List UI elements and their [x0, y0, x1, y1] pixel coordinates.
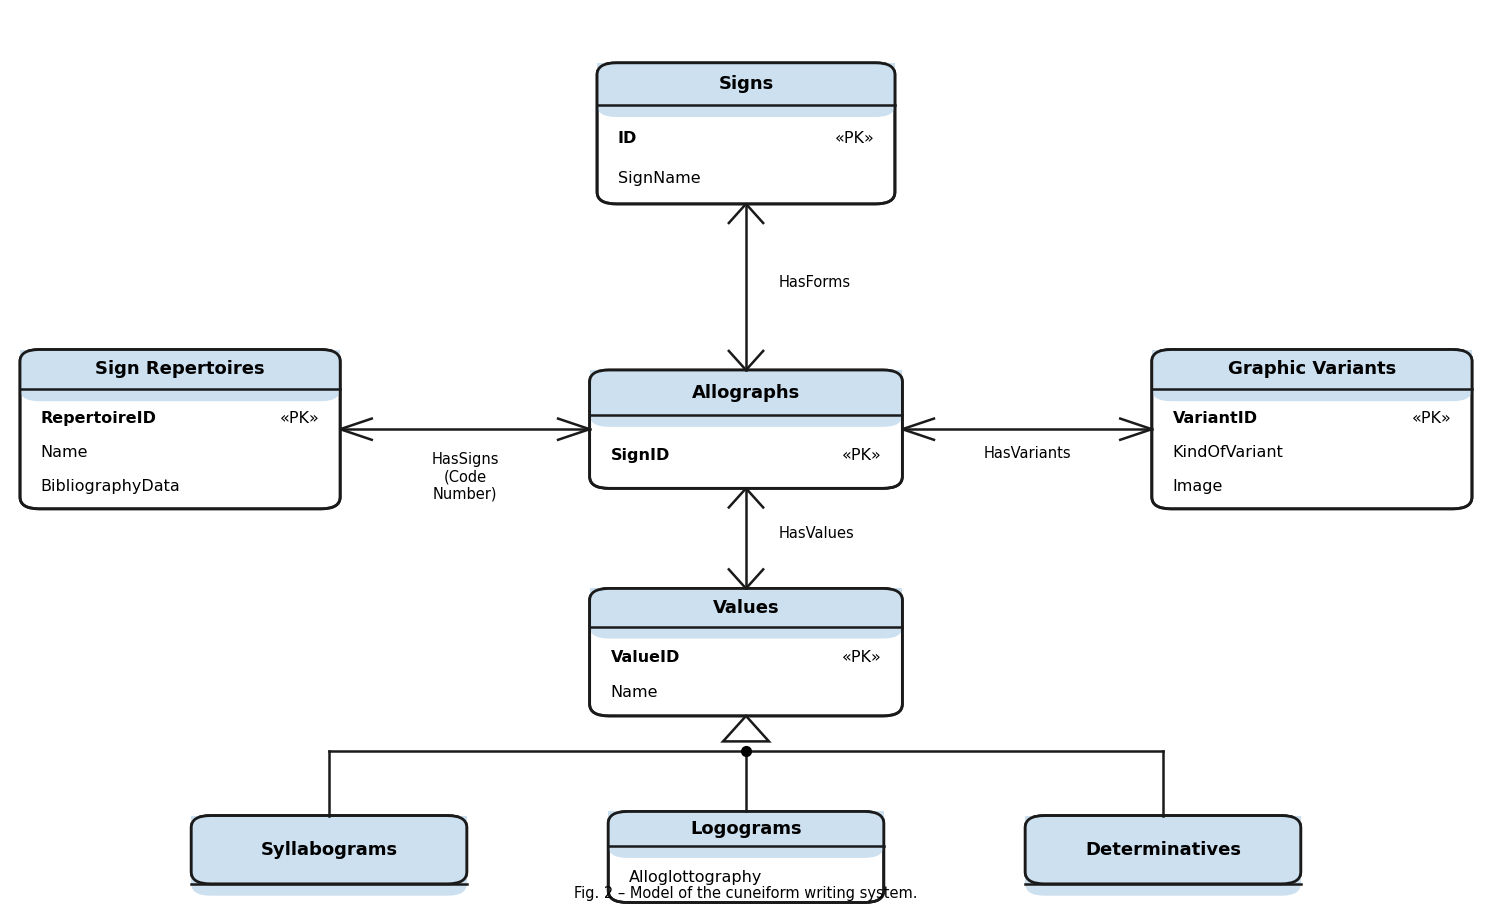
Bar — [191, 815, 467, 884]
Text: Sign Repertoires: Sign Repertoires — [95, 361, 266, 379]
Text: Name: Name — [40, 446, 88, 460]
Bar — [589, 589, 903, 626]
FancyBboxPatch shape — [609, 812, 883, 903]
FancyBboxPatch shape — [1025, 815, 1301, 884]
Text: HasVariants: HasVariants — [983, 446, 1071, 460]
Bar — [1152, 350, 1473, 389]
Bar — [609, 812, 883, 846]
Text: «PK»: «PK» — [841, 447, 882, 463]
Text: HasSigns
(Code
Number): HasSigns (Code Number) — [431, 452, 498, 502]
Bar — [597, 63, 895, 105]
Text: KindOfVariant: KindOfVariant — [1173, 446, 1283, 460]
Text: SignName: SignName — [618, 171, 701, 185]
Bar — [589, 370, 903, 415]
Text: «PK»: «PK» — [841, 650, 882, 665]
Text: BibliographyData: BibliographyData — [40, 479, 181, 494]
FancyBboxPatch shape — [609, 812, 883, 858]
FancyBboxPatch shape — [1152, 350, 1473, 509]
Text: Values: Values — [713, 599, 779, 616]
FancyBboxPatch shape — [191, 815, 467, 884]
Text: Graphic Variants: Graphic Variants — [1228, 361, 1397, 379]
Text: Allographs: Allographs — [692, 383, 800, 402]
Text: VariantID: VariantID — [1173, 411, 1258, 426]
Text: SignID: SignID — [610, 447, 670, 463]
FancyBboxPatch shape — [19, 350, 340, 509]
FancyBboxPatch shape — [19, 350, 340, 401]
FancyBboxPatch shape — [191, 815, 467, 896]
Text: HasForms: HasForms — [779, 275, 850, 290]
Polygon shape — [724, 716, 768, 741]
Text: Syllabograms: Syllabograms — [261, 841, 397, 859]
Text: Alloglottography: Alloglottography — [630, 870, 762, 886]
Text: Logograms: Logograms — [691, 820, 801, 838]
FancyBboxPatch shape — [589, 589, 903, 638]
FancyBboxPatch shape — [589, 589, 903, 716]
Text: ValueID: ValueID — [610, 650, 680, 665]
FancyBboxPatch shape — [597, 63, 895, 204]
Text: Image: Image — [1173, 479, 1223, 494]
FancyBboxPatch shape — [589, 370, 903, 488]
Text: Signs: Signs — [718, 75, 774, 93]
Text: HasValues: HasValues — [779, 527, 855, 541]
FancyBboxPatch shape — [597, 63, 895, 117]
FancyBboxPatch shape — [1025, 815, 1301, 896]
Text: «PK»: «PK» — [834, 131, 874, 146]
Text: «PK»: «PK» — [1411, 411, 1452, 426]
Text: Name: Name — [610, 686, 658, 700]
Text: Determinatives: Determinatives — [1085, 841, 1241, 859]
Bar — [19, 350, 340, 389]
Text: Fig. 2 – Model of the cuneiform writing system.: Fig. 2 – Model of the cuneiform writing … — [574, 886, 918, 901]
Text: RepertoireID: RepertoireID — [40, 411, 157, 426]
FancyBboxPatch shape — [1152, 350, 1473, 401]
Text: «PK»: «PK» — [279, 411, 319, 426]
FancyBboxPatch shape — [589, 370, 903, 426]
Bar — [1025, 815, 1301, 884]
Text: ID: ID — [618, 131, 637, 146]
